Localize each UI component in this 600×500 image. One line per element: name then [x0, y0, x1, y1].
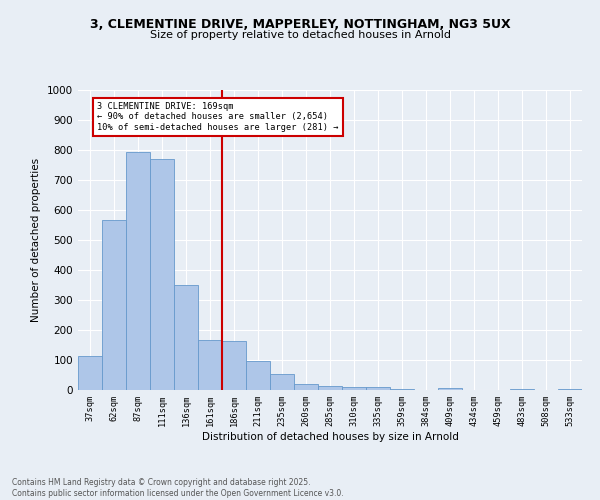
Bar	[366, 387, 390, 390]
Bar	[222, 340, 246, 390]
Text: 3, CLEMENTINE DRIVE, MAPPERLEY, NOTTINGHAM, NG3 5UX: 3, CLEMENTINE DRIVE, MAPPERLEY, NOTTINGH…	[89, 18, 511, 30]
Bar	[174, 285, 198, 390]
Text: Size of property relative to detached houses in Arnold: Size of property relative to detached ho…	[149, 30, 451, 40]
Text: Contains HM Land Registry data © Crown copyright and database right 2025.
Contai: Contains HM Land Registry data © Crown c…	[12, 478, 344, 498]
Bar	[150, 159, 174, 390]
Bar	[246, 361, 270, 390]
Bar	[294, 384, 318, 390]
Bar	[78, 356, 102, 390]
Bar	[318, 386, 342, 390]
Bar	[198, 340, 222, 390]
X-axis label: Distribution of detached houses by size in Arnold: Distribution of detached houses by size …	[202, 432, 458, 442]
Text: 3 CLEMENTINE DRIVE: 169sqm
← 90% of detached houses are smaller (2,654)
10% of s: 3 CLEMENTINE DRIVE: 169sqm ← 90% of deta…	[97, 102, 338, 132]
Y-axis label: Number of detached properties: Number of detached properties	[31, 158, 41, 322]
Bar	[270, 374, 294, 390]
Bar	[126, 152, 150, 390]
Bar	[102, 220, 126, 390]
Bar	[342, 387, 366, 390]
Bar	[438, 388, 462, 390]
